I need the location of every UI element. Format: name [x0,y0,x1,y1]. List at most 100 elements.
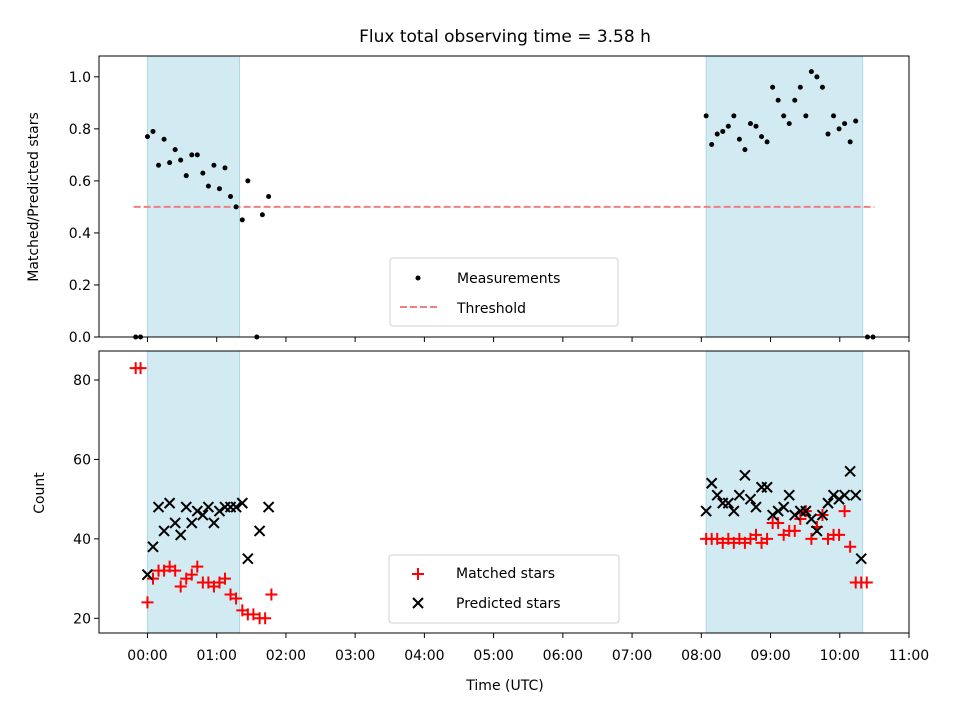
measurement-point [216,186,222,192]
predicted-star-point [805,513,818,525]
matched-star-point [191,560,204,573]
bottom-y-tick-label: 40 [73,532,91,548]
shaded-interval [705,55,864,338]
measurement-point [714,131,720,137]
predicted-star-point [163,497,176,509]
legend-predicted-marker [412,597,424,609]
x-tick-label: 07:00 [612,648,652,664]
measurement-point [736,136,742,142]
matched-star-point [247,608,260,621]
predicted-star-point [783,489,795,501]
predicted-star-point [242,553,254,565]
predicted-star-point [169,517,181,529]
predicted-star-point [816,509,829,521]
measurement-point [764,139,770,145]
matched-star-point [794,513,807,526]
measurement-point [847,139,853,145]
measurement-point [211,162,217,168]
measurement-point [747,121,753,127]
predicted-star-point [733,489,746,501]
predicted-star-point [197,509,209,521]
predicted-star-point [766,509,779,521]
bottom-y-tick-label: 60 [73,452,91,468]
top-y-axis-label: Matched/Predicted stars [26,112,42,282]
shaded-interval [146,350,241,634]
measurement-point [792,97,798,103]
measurement-point [161,136,167,142]
predicted-star-point [700,505,712,517]
measurement-point [825,131,831,137]
measurement-point [245,178,251,184]
measurement-point [803,113,809,119]
x-tick-label: 06:00 [543,648,583,664]
predicted-star-point [822,497,834,509]
matched-star-point [265,588,278,601]
measurement-point [781,113,787,119]
predicted-star-point [800,505,812,517]
legend-predicted-label: Predicted stars [456,596,561,612]
legend-threshold-label: Threshold [456,301,526,317]
matched-star-point [141,596,154,609]
predicted-star-point [236,497,249,509]
x-tick-label: 10:00 [820,648,860,664]
top-legend-box [389,257,619,327]
matched-star-point [750,528,762,541]
measurement-point [239,217,245,223]
matched-star-point [838,505,851,518]
measurement-point [228,194,234,199]
predicted-star-point [838,489,851,501]
shaded-interval [146,55,241,338]
predicted-star-point [191,505,204,517]
x-tick-label: 08:00 [681,648,721,664]
measurement-point [150,128,156,134]
measurement-point [266,194,272,199]
predicted-star-point [208,517,220,529]
matched-star-point [761,532,774,545]
matched-star-point [230,592,243,605]
predicted-star-point [761,481,773,493]
x-tick-label: 05:00 [473,648,513,664]
measurement-point [259,212,265,218]
top-panel: 0.0 0.2 0.4 0.6 0.8 1.0 Matched/Predicted sta… [26,55,910,346]
predicted-star-point [789,509,801,521]
shaded-interval [705,350,864,634]
measurement-point [205,183,211,189]
predicted-star-point [844,465,856,478]
measurement-point [836,126,842,132]
matched-star-point [860,576,873,589]
x-tick-label: 01:00 [197,648,237,664]
x-tick-label: 11:00 [889,648,929,664]
bottom-y-tick-label: 80 [73,373,91,389]
predicted-star-point [772,505,784,517]
matched-star-point [772,516,785,529]
predicted-star-point [739,469,751,482]
matched-star-point [259,612,272,625]
bottom-panel: 20 40 60 80 00:00 01:00 02:00 03:00 04:00 05:00 0… [32,350,929,694]
matched-star-point [174,580,187,593]
measurement-point [831,113,837,119]
bottom-axes-frame [98,350,910,634]
matched-star-point [788,524,801,537]
predicted-star-point [855,553,867,565]
measurement-point [842,121,848,127]
predicted-star-point [777,501,790,513]
matched-star-point [844,540,857,553]
predicted-star-point [152,501,165,513]
measurement-point [720,128,726,134]
chart-title: Flux total observing time = 3.58 h [359,27,651,47]
measurement-point [725,123,731,129]
measurement-point [775,97,781,103]
legend-matched-marker [412,568,424,580]
predicted-star-point [180,501,192,513]
top-y-tick-label: 0.8 [69,122,91,138]
predicted-star-point [744,493,757,505]
measurement-point [172,147,178,153]
bottom-legend: Matched stars Predicted stars [388,554,620,624]
predicted-star-point [147,541,159,553]
predicted-star-point [811,525,823,537]
x-tick-label: 04:00 [404,648,444,664]
measurement-point [808,69,814,75]
predicted-star-point [202,501,215,513]
matched-star-point [805,532,818,545]
predicted-star-point [849,489,862,501]
